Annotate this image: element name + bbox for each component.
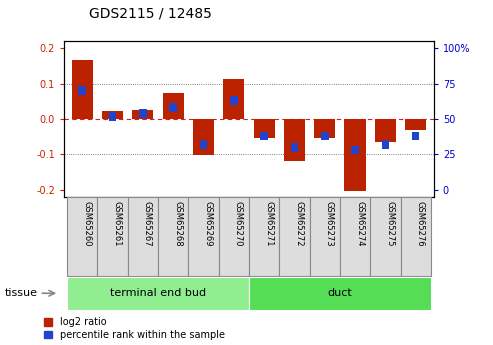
Bar <box>249 197 279 276</box>
Bar <box>351 146 359 155</box>
Bar <box>67 277 249 310</box>
Legend: log2 ratio, percentile rank within the sample: log2 ratio, percentile rank within the s… <box>44 317 225 340</box>
Bar <box>291 143 298 152</box>
Bar <box>158 197 188 276</box>
Bar <box>284 119 305 161</box>
Bar <box>370 197 400 276</box>
Text: GSM65268: GSM65268 <box>173 201 182 246</box>
Bar <box>340 197 370 276</box>
Bar <box>139 109 147 118</box>
Bar <box>253 119 275 138</box>
Bar <box>200 140 207 149</box>
Bar <box>223 79 245 119</box>
Bar <box>78 86 86 95</box>
Bar <box>71 60 93 119</box>
Text: GDS2115 / 12485: GDS2115 / 12485 <box>89 7 211 21</box>
Bar <box>170 103 177 112</box>
Bar <box>405 119 426 130</box>
Bar <box>260 131 268 140</box>
Text: GSM65261: GSM65261 <box>112 201 122 246</box>
Bar <box>279 197 310 276</box>
Bar <box>230 96 238 105</box>
Bar <box>128 197 158 276</box>
Bar <box>310 197 340 276</box>
Bar <box>400 197 431 276</box>
Bar <box>321 131 328 140</box>
Bar <box>163 92 184 119</box>
Bar <box>102 111 123 119</box>
Bar <box>188 197 219 276</box>
Text: terminal end bud: terminal end bud <box>110 288 206 298</box>
Text: GSM65274: GSM65274 <box>355 201 364 246</box>
Text: duct: duct <box>327 288 352 298</box>
Text: GSM65269: GSM65269 <box>204 201 212 246</box>
Text: GSM65272: GSM65272 <box>294 201 303 246</box>
Bar <box>98 197 128 276</box>
Bar <box>375 119 396 142</box>
Text: GSM65276: GSM65276 <box>416 201 424 246</box>
Text: tissue: tissue <box>5 288 38 298</box>
Text: GSM65271: GSM65271 <box>264 201 273 246</box>
Text: GSM65267: GSM65267 <box>143 201 152 246</box>
Bar <box>219 197 249 276</box>
Bar <box>314 119 335 138</box>
Bar <box>249 277 431 310</box>
Bar <box>67 197 98 276</box>
Bar <box>412 131 420 140</box>
Text: GSM65270: GSM65270 <box>234 201 243 246</box>
Text: GSM65273: GSM65273 <box>325 201 334 246</box>
Bar <box>382 140 389 149</box>
Bar <box>345 119 366 191</box>
Bar <box>193 119 214 155</box>
Text: GSM65260: GSM65260 <box>82 201 91 246</box>
Bar <box>132 110 153 119</box>
Text: GSM65275: GSM65275 <box>386 201 394 246</box>
Bar <box>109 112 116 121</box>
